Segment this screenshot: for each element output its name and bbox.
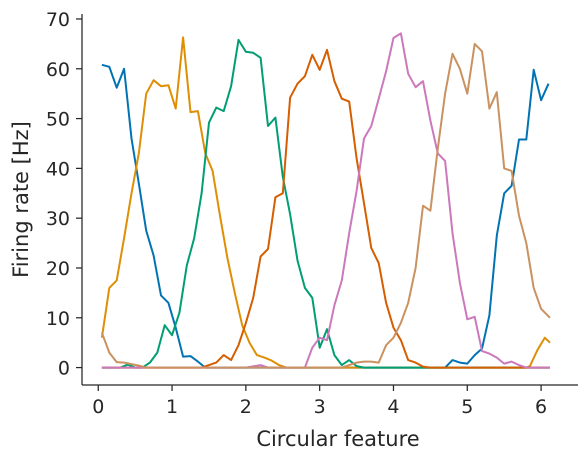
x-tick-label: 6 [535,396,547,418]
y-axis-ticks: 0 10 20 30 40 50 60 70 [46,9,82,380]
series-line-2 [100,36,551,369]
y-tick-label: 60 [46,59,70,81]
y-axis-label: Firing rate [Hz] [9,121,33,278]
y-tick-label: 70 [46,9,70,31]
x-tick-label: 0 [92,396,104,418]
series-line-3 [101,38,550,369]
series-line-6 [100,42,551,369]
y-tick-label: 10 [46,308,70,330]
y-tick-label: 0 [58,358,70,380]
y-tick-label: 30 [46,208,70,230]
series-line-1 [101,63,550,369]
series-line-4 [101,48,550,369]
series-layer [100,32,551,369]
x-tick-label: 1 [166,396,178,418]
y-tick-label: 50 [46,109,70,131]
x-tick-label: 5 [461,396,473,418]
y-tick-label: 40 [46,158,70,180]
x-axis-ticks: 0 1 2 3 4 5 6 [92,385,547,418]
series-line-5 [101,32,550,369]
x-tick-label: 3 [314,396,326,418]
x-tick-label: 4 [387,396,399,418]
y-tick-label: 20 [46,258,70,280]
x-axis-label: Circular feature [256,427,419,451]
x-tick-label: 2 [240,396,252,418]
